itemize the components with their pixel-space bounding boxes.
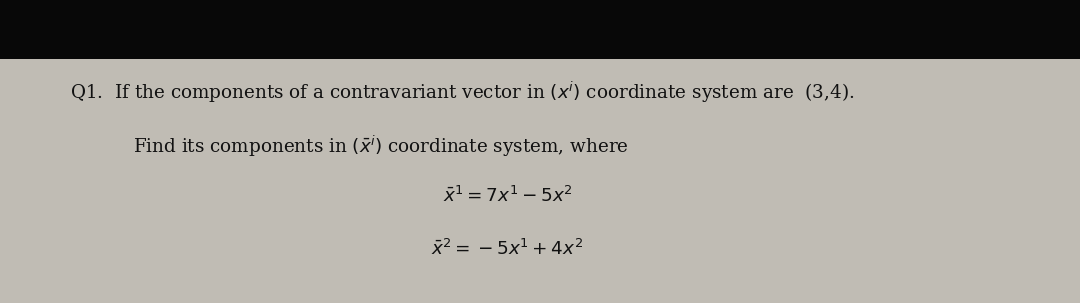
- Text: $\bar{x}^{2} = -5x^{1} + 4x^{2}$: $\bar{x}^{2} = -5x^{1} + 4x^{2}$: [431, 239, 584, 259]
- Text: $\bar{x}^{1} = 7x^{1} - 5x^{2}$: $\bar{x}^{1} = 7x^{1} - 5x^{2}$: [443, 186, 572, 206]
- Text: Q1.  If the components of a contravariant vector in $(x^{i})$ coordinate system : Q1. If the components of a contravariant…: [70, 80, 854, 105]
- Text: Find its components in $(\bar{x}^{i})$ coordinate system, where: Find its components in $(\bar{x}^{i})$ c…: [133, 133, 629, 158]
- Bar: [0, 0, 1080, 59]
